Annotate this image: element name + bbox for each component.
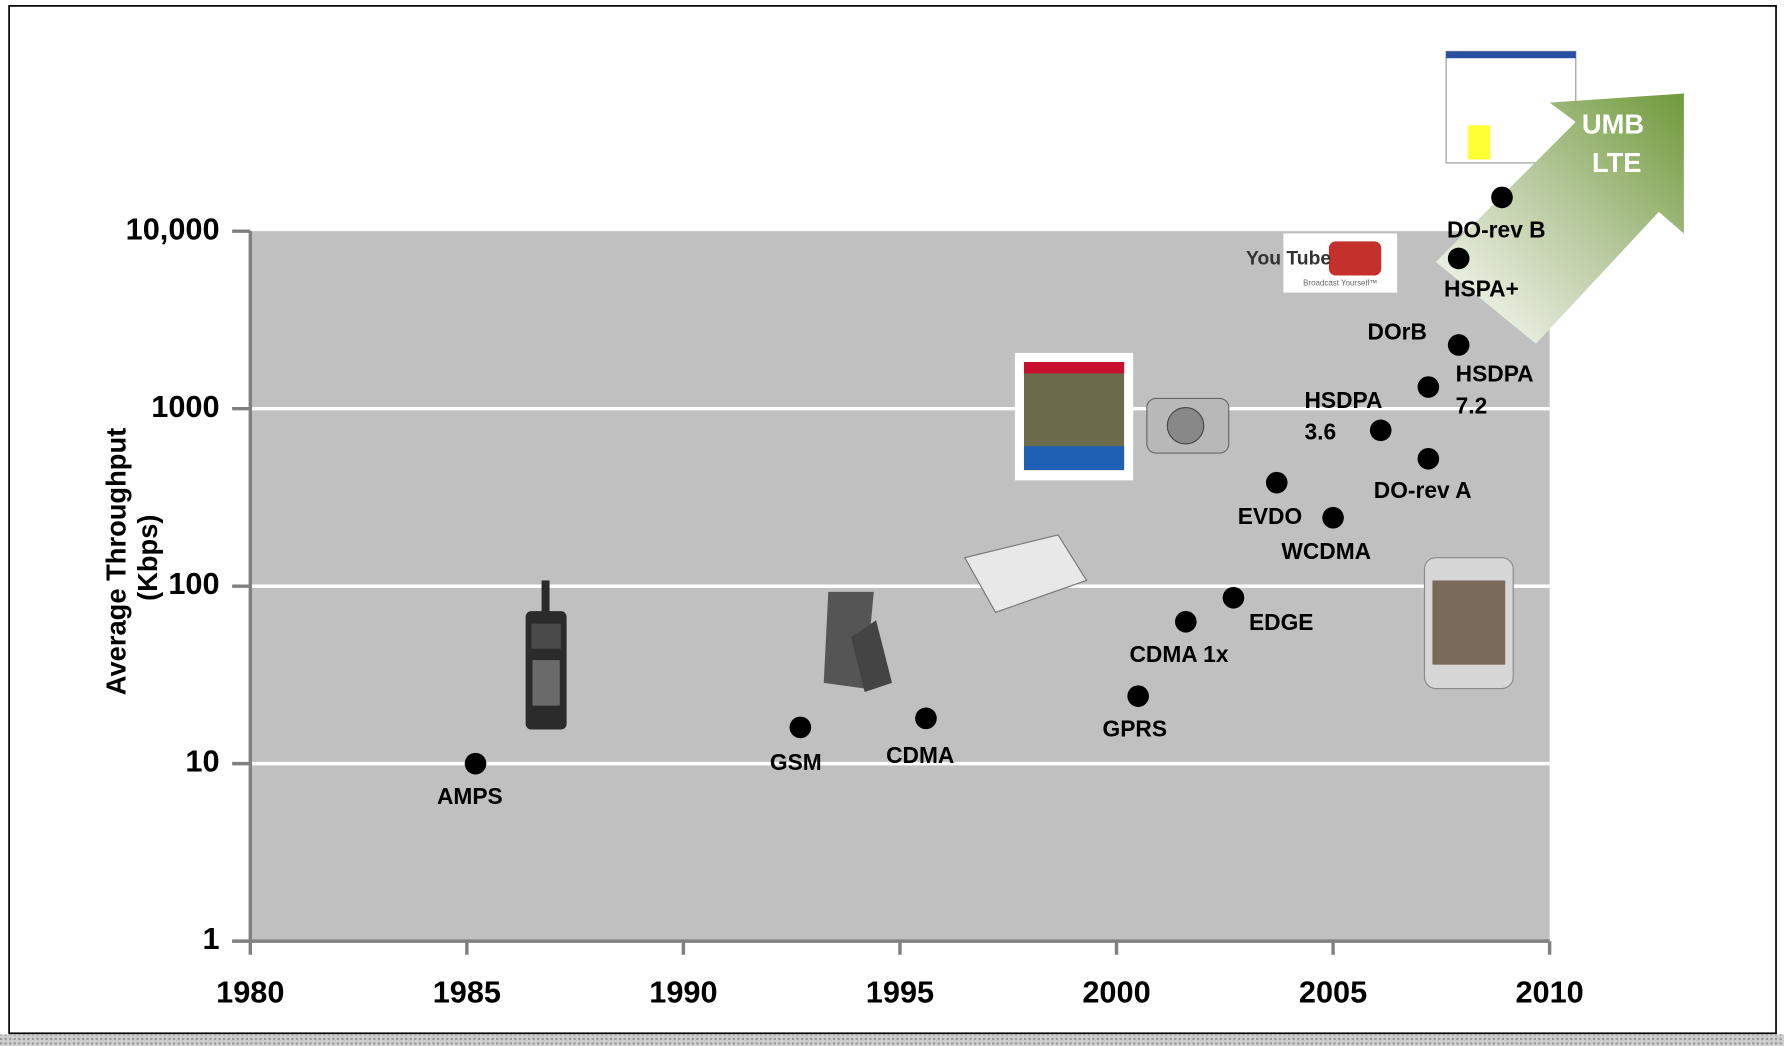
chart: UMB LTE You Tube Broadcast Yourself™ Ave… (0, 0, 1784, 1046)
slide-shadow (0, 1034, 1784, 1045)
x-tick-label: 2010 (1515, 975, 1583, 1010)
logo-tagline: Broadcast Yourself™ (1303, 279, 1377, 288)
logo-text: You Tube (1246, 248, 1331, 270)
data-point (1175, 611, 1197, 633)
data-point (1223, 587, 1245, 609)
data-point (1127, 685, 1149, 707)
data-point (465, 753, 487, 775)
y-tick-label: 1 (203, 921, 220, 956)
data-point (1322, 507, 1344, 529)
x-tick-label: 1990 (649, 975, 717, 1010)
point-label: GPRS (1103, 715, 1167, 741)
point-label: DO-rev B (1447, 217, 1546, 243)
data-point (1448, 334, 1470, 356)
point-label: EDGE (1249, 609, 1313, 635)
data-point (1370, 420, 1392, 442)
point-label: DOrB (1368, 319, 1427, 345)
point-label: WCDMA (1281, 538, 1371, 564)
data-point (1491, 187, 1513, 209)
data-point (1418, 448, 1440, 470)
x-tick-label: 2005 (1299, 975, 1367, 1010)
point-label: EVDO (1238, 503, 1302, 529)
data-point (1418, 376, 1440, 398)
data-point (1448, 248, 1470, 270)
data-point (1266, 472, 1288, 494)
point-label: GSM (770, 749, 822, 775)
point-label: CDMA (886, 742, 954, 768)
x-tick-label: 1980 (216, 975, 284, 1010)
point-label: CDMA 1x (1129, 641, 1228, 667)
y-tick-label: 100 (168, 566, 219, 601)
data-point (790, 717, 812, 739)
y-tick-label: 10 (185, 744, 219, 779)
point-label: HSPA+ (1444, 275, 1519, 301)
x-tick-label: 1985 (433, 975, 501, 1010)
x-tick-label: 1995 (866, 975, 934, 1010)
y-tick-label: 1000 (151, 389, 219, 424)
data-point (915, 708, 937, 730)
y-tick-label: 10,000 (126, 211, 220, 246)
point-label: DO-rev A (1374, 477, 1472, 503)
x-tick-label: 2000 (1082, 975, 1150, 1010)
point-label: AMPS (437, 783, 503, 809)
